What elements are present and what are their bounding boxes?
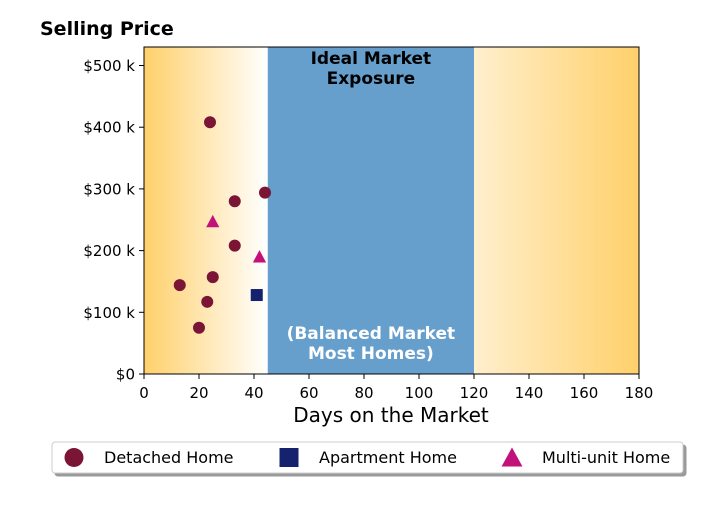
x-tick-label: 80 <box>354 384 373 402</box>
detached-home-point <box>193 321 205 334</box>
x-tick-label: 40 <box>244 384 263 402</box>
x-tick-label: 20 <box>189 384 208 402</box>
detached-home-point <box>228 195 241 208</box>
x-tick-label: 160 <box>570 384 599 402</box>
legend-multi-unit-home-marker <box>501 447 523 467</box>
legend-apartment-home-marker <box>279 448 299 467</box>
chart-title: Selling Price <box>40 18 174 40</box>
detached-home-point <box>206 271 219 284</box>
y-tick-label: $400 k <box>83 119 135 137</box>
data-points <box>173 116 271 334</box>
legend-box <box>51 441 684 474</box>
legend-detached-home-marker <box>64 448 84 467</box>
x-tick-label: 180 <box>625 384 654 402</box>
legend-detached-home-label: Detached Home <box>104 448 234 467</box>
region-bottom-label-line: (Balanced Market <box>287 324 456 344</box>
x-tick-label: 60 <box>299 384 318 402</box>
y-axis-ticks: $0 $100 k $200 k $300 k $400 k $500 k <box>83 57 144 384</box>
plot-frame <box>143 46 640 375</box>
y-tick-label: $300 k <box>83 180 135 198</box>
region-top-label-line: Exposure <box>327 69 416 89</box>
legend: Detached Home Apartment Home Multi-unit Ho… <box>51 441 684 474</box>
detached-home-point <box>228 239 241 252</box>
detached-home-point <box>259 186 271 199</box>
region-top-label-line: Ideal Market <box>311 49 432 69</box>
multi-unit-home-point <box>252 250 267 263</box>
x-tick-label: 120 <box>460 384 489 402</box>
y-tick-label: $200 k <box>83 242 135 260</box>
x-tick-label: 140 <box>515 384 544 402</box>
legend-multi-unit-home-label: Multi-unit Home <box>542 448 670 467</box>
detached-home-point <box>204 116 216 129</box>
apartment-home-point <box>250 289 263 302</box>
legend-apartment-home-label: Apartment Home <box>319 448 457 467</box>
y-tick-label: $100 k <box>83 304 135 322</box>
region-bottom-label-line: Most Homes) <box>308 344 434 364</box>
multi-unit-home-point <box>206 214 220 228</box>
ideal-exposure-region <box>267 47 474 374</box>
x-tick-label: 0 <box>139 384 149 402</box>
y-tick-label: $500 k <box>83 57 135 75</box>
y-tick-label: $0 <box>116 366 135 384</box>
x-axis-label: Days on the Market <box>293 403 489 427</box>
x-tick-label: 100 <box>405 384 434 402</box>
detached-home-point <box>173 279 186 292</box>
x-axis-ticks: 0 20 40 60 80 100 120 140 160 180 <box>139 374 653 402</box>
detached-home-point <box>201 295 214 308</box>
